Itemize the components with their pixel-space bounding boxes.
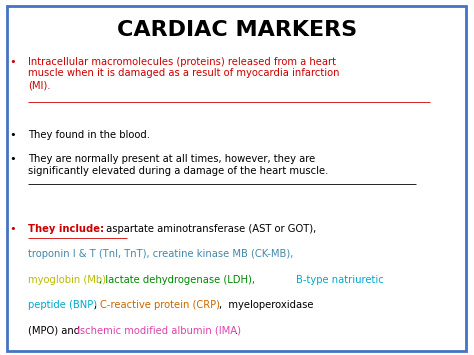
Text: They include:: They include: [28, 224, 105, 234]
FancyBboxPatch shape [7, 6, 466, 351]
Text: B-type natriuretic: B-type natriuretic [296, 275, 384, 285]
Text: C-reactive protein (CRP): C-reactive protein (CRP) [100, 300, 220, 310]
Text: troponin I & T (TnI, TnT), creatine kinase MB (CK-MB),: troponin I & T (TnI, TnT), creatine kina… [28, 249, 294, 259]
Text: myoglobin (Mb): myoglobin (Mb) [28, 275, 107, 285]
Text: aspartate aminotransferase (AST or GOT),: aspartate aminotransferase (AST or GOT), [103, 224, 317, 234]
Text: •: • [9, 224, 16, 234]
Text: ,: , [94, 300, 103, 310]
Text: peptide (BNP): peptide (BNP) [28, 300, 98, 310]
Text: •: • [9, 130, 16, 140]
Text: They found in the blood.: They found in the blood. [28, 130, 150, 140]
Text: Intracellular macromolecules (proteins) released from a heart
muscle when it is : Intracellular macromolecules (proteins) … [28, 57, 340, 90]
Text: (MPO) and: (MPO) and [28, 326, 84, 336]
Text: They are normally present at all times, however, they are
significantly elevated: They are normally present at all times, … [28, 154, 329, 176]
Text: CARDIAC MARKERS: CARDIAC MARKERS [117, 20, 357, 39]
Text: ,  myeloperoxidase: , myeloperoxidase [219, 300, 313, 310]
Text: .: . [235, 326, 238, 336]
Text: , lactate dehydrogenase (LDH),: , lactate dehydrogenase (LDH), [99, 275, 258, 285]
Text: ischemic modified albumin (IMA): ischemic modified albumin (IMA) [77, 326, 241, 336]
Text: •: • [9, 57, 16, 67]
Text: •: • [9, 154, 16, 164]
